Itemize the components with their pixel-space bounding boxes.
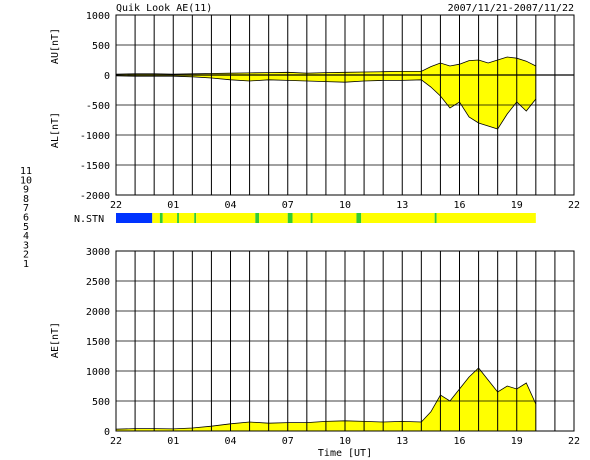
- x-tick-label: 16: [453, 200, 465, 211]
- legend-item-9: 9: [23, 185, 29, 196]
- x-tick-label: 13: [396, 200, 408, 211]
- station-count-segment: [116, 213, 153, 223]
- station-count-segment: [259, 213, 288, 223]
- legend-item-3: 3: [23, 240, 29, 251]
- station-count-segment: [436, 213, 536, 223]
- station-count-segment: [310, 213, 313, 223]
- x-tick-label: 07: [282, 436, 294, 447]
- x-tick-label: 13: [396, 436, 408, 447]
- legend-item-5: 5: [23, 222, 29, 233]
- legend-item-10: 10: [20, 175, 32, 186]
- y-tick-label: 1000: [86, 367, 110, 378]
- x-tick-label: 22: [110, 436, 122, 447]
- legend-item-7: 7: [23, 203, 29, 214]
- y-tick-label: 0: [104, 71, 110, 82]
- nstn-label: N.STN: [74, 214, 104, 225]
- station-count-segment: [434, 213, 437, 223]
- station-count-segment: [361, 213, 435, 223]
- station-count-segment: [194, 213, 197, 223]
- y-tick-label: -1500: [80, 161, 110, 172]
- station-count-segment: [356, 213, 362, 223]
- x-tick-label: 10: [339, 200, 351, 211]
- station-count-segment: [255, 213, 260, 223]
- station-count-segment: [178, 213, 195, 223]
- y-tick-label: 1000: [86, 11, 110, 22]
- station-count-segment: [292, 213, 311, 223]
- au-axis-label: AU[nT]: [50, 28, 61, 64]
- x-axis-label: Time [UT]: [318, 448, 372, 459]
- x-tick-label: 22: [568, 436, 580, 447]
- y-tick-label: 0: [104, 427, 110, 438]
- legend-item-8: 8: [23, 194, 29, 205]
- x-tick-label: 19: [511, 436, 523, 447]
- x-tick-label: 04: [224, 200, 236, 211]
- x-tick-label: 22: [110, 200, 122, 211]
- legend-item-6: 6: [23, 213, 29, 224]
- station-count-segment: [196, 213, 256, 223]
- figure-title: Quik Look AE(11): [116, 3, 212, 14]
- station-count-segment: [162, 213, 178, 223]
- x-tick-label: 04: [224, 436, 236, 447]
- y-tick-label: 2000: [86, 307, 110, 318]
- x-tick-label: 22: [568, 200, 580, 211]
- x-tick-label: 16: [453, 436, 465, 447]
- station-count-segment: [287, 213, 293, 223]
- legend-item-1: 1: [23, 259, 29, 270]
- plot-frame: [115, 250, 575, 432]
- x-tick-label: 07: [282, 200, 294, 211]
- y-tick-label: 2500: [86, 277, 110, 288]
- plot-frame: [115, 14, 575, 196]
- ae-axis-label: AE[nT]: [50, 322, 61, 358]
- y-tick-label: -1000: [80, 131, 110, 142]
- y-tick-label: -2000: [80, 191, 110, 202]
- y-tick-label: 500: [92, 41, 110, 52]
- x-tick-label: 19: [511, 200, 523, 211]
- date-range: 2007/11/21-2007/11/22: [448, 3, 574, 14]
- station-count-bar: [116, 213, 536, 223]
- station-count-segment: [159, 213, 163, 223]
- station-count-segment: [312, 213, 357, 223]
- legend-item-4: 4: [23, 231, 29, 242]
- y-tick-label: 500: [92, 397, 110, 408]
- legend-item-2: 2: [23, 250, 29, 261]
- station-count-segment: [177, 213, 179, 223]
- x-tick-label: 01: [167, 436, 179, 447]
- station-count-segment: [152, 213, 160, 223]
- ae-fill: [116, 368, 536, 431]
- legend-item-11: 11: [20, 166, 32, 177]
- y-tick-label: 3000: [86, 247, 110, 258]
- y-tick-label: 1500: [86, 337, 110, 348]
- al-axis-label: AL[nT]: [50, 112, 61, 148]
- y-tick-label: -500: [86, 101, 110, 112]
- x-tick-label: 01: [167, 200, 179, 211]
- x-tick-label: 10: [339, 436, 351, 447]
